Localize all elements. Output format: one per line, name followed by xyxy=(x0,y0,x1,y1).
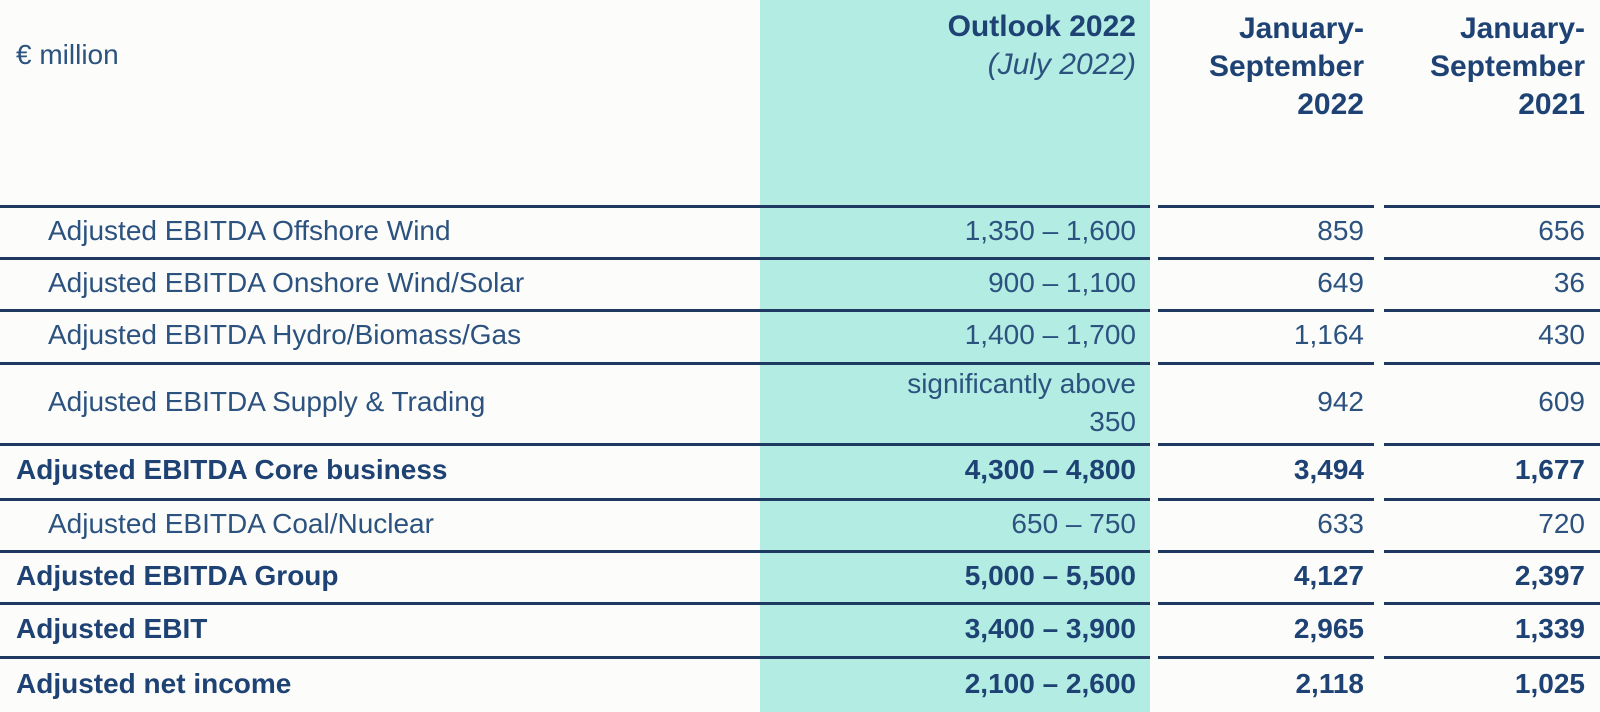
period-2022-column-header: January- September 2022 xyxy=(1150,0,1376,205)
period-2021-line-1: January- xyxy=(1459,12,1585,45)
outlook-column-header: Outlook 2022 (July 2022) xyxy=(760,0,1150,205)
row-label: Adjusted EBITDA Hydro/Biomass/Gas xyxy=(0,309,760,362)
table-row: Adjusted EBITDA Hydro/Biomass/Gas 1,400 … xyxy=(0,309,1600,362)
outlook-value: 5,000 – 5,500 xyxy=(760,550,1150,602)
outlook-title: Outlook 2022 xyxy=(947,10,1136,43)
unit-label: € million xyxy=(16,39,119,70)
period-2021-column-header: January- September 2021 xyxy=(1376,0,1600,205)
outlook-value-text: significantly above 350 xyxy=(907,367,1136,437)
row-label: Adjusted EBITDA Core business xyxy=(0,443,760,498)
outlook-value: 900 – 1,100 xyxy=(760,257,1150,309)
jan-sep-2021-value: 656 xyxy=(1376,205,1600,257)
outlook-value: significantly above 350 xyxy=(760,362,1150,443)
jan-sep-2022-value: 942 xyxy=(1150,362,1376,443)
outlook-value: 3,400 – 3,900 xyxy=(760,602,1150,656)
jan-sep-2021-value: 2,397 xyxy=(1376,550,1600,602)
table-row-subtotal: Adjusted EBITDA Core business 4,300 – 4,… xyxy=(0,443,1600,498)
jan-sep-2022-value: 3,494 xyxy=(1150,443,1376,498)
period-2021-line-3: 2021 xyxy=(1518,88,1585,121)
row-label: Adjusted EBITDA Onshore Wind/Solar xyxy=(0,257,760,309)
outlook-value: 1,350 – 1,600 xyxy=(760,205,1150,257)
jan-sep-2021-value: 430 xyxy=(1376,309,1600,362)
jan-sep-2022-value: 2,965 xyxy=(1150,602,1376,656)
period-2022-line-1: January- xyxy=(1238,12,1364,45)
outlook-value: 650 – 750 xyxy=(760,498,1150,550)
jan-sep-2022-value: 859 xyxy=(1150,205,1376,257)
row-label: Adjusted EBITDA Offshore Wind xyxy=(0,205,760,257)
table-header-row: € million Outlook 2022 (July 2022) Janua… xyxy=(0,0,1600,205)
period-2022-line-3: 2022 xyxy=(1297,88,1364,121)
table-row-subtotal: Adjusted EBIT 3,400 – 3,900 2,965 1,339 xyxy=(0,602,1600,656)
row-label: Adjusted EBIT xyxy=(0,602,760,656)
jan-sep-2021-value: 1,339 xyxy=(1376,602,1600,656)
jan-sep-2021-value: 720 xyxy=(1376,498,1600,550)
period-2022-line-2: September xyxy=(1208,50,1364,83)
jan-sep-2022-value: 1,164 xyxy=(1150,309,1376,362)
table-row-subtotal: Adjusted net income 2,100 – 2,600 2,118 … xyxy=(0,656,1600,712)
row-label: Adjusted EBITDA Group xyxy=(0,550,760,602)
table-row: Adjusted EBITDA Supply & Trading signifi… xyxy=(0,362,1600,443)
jan-sep-2021-value: 609 xyxy=(1376,362,1600,443)
outlook-value: 2,100 – 2,600 xyxy=(760,656,1150,712)
jan-sep-2021-value: 1,025 xyxy=(1376,656,1600,712)
jan-sep-2021-value: 1,677 xyxy=(1376,443,1600,498)
outlook-value: 1,400 – 1,700 xyxy=(760,309,1150,362)
table-row-subtotal: Adjusted EBITDA Group 5,000 – 5,500 4,12… xyxy=(0,550,1600,602)
jan-sep-2022-value: 649 xyxy=(1150,257,1376,309)
row-label: Adjusted EBITDA Coal/Nuclear xyxy=(0,498,760,550)
row-label: Adjusted net income xyxy=(0,656,760,712)
table-row: Adjusted EBITDA Onshore Wind/Solar 900 –… xyxy=(0,257,1600,309)
jan-sep-2022-value: 2,118 xyxy=(1150,656,1376,712)
row-label: Adjusted EBITDA Supply & Trading xyxy=(0,362,760,443)
jan-sep-2022-value: 633 xyxy=(1150,498,1376,550)
jan-sep-2022-value: 4,127 xyxy=(1150,550,1376,602)
outlook-subtitle: (July 2022) xyxy=(987,48,1136,81)
jan-sep-2021-value: 36 xyxy=(1376,257,1600,309)
period-2021-line-2: September xyxy=(1429,50,1585,83)
table-row: Adjusted EBITDA Coal/Nuclear 650 – 750 6… xyxy=(0,498,1600,550)
outlook-value: 4,300 – 4,800 xyxy=(760,443,1150,498)
table-row: Adjusted EBITDA Offshore Wind 1,350 – 1,… xyxy=(0,205,1600,257)
